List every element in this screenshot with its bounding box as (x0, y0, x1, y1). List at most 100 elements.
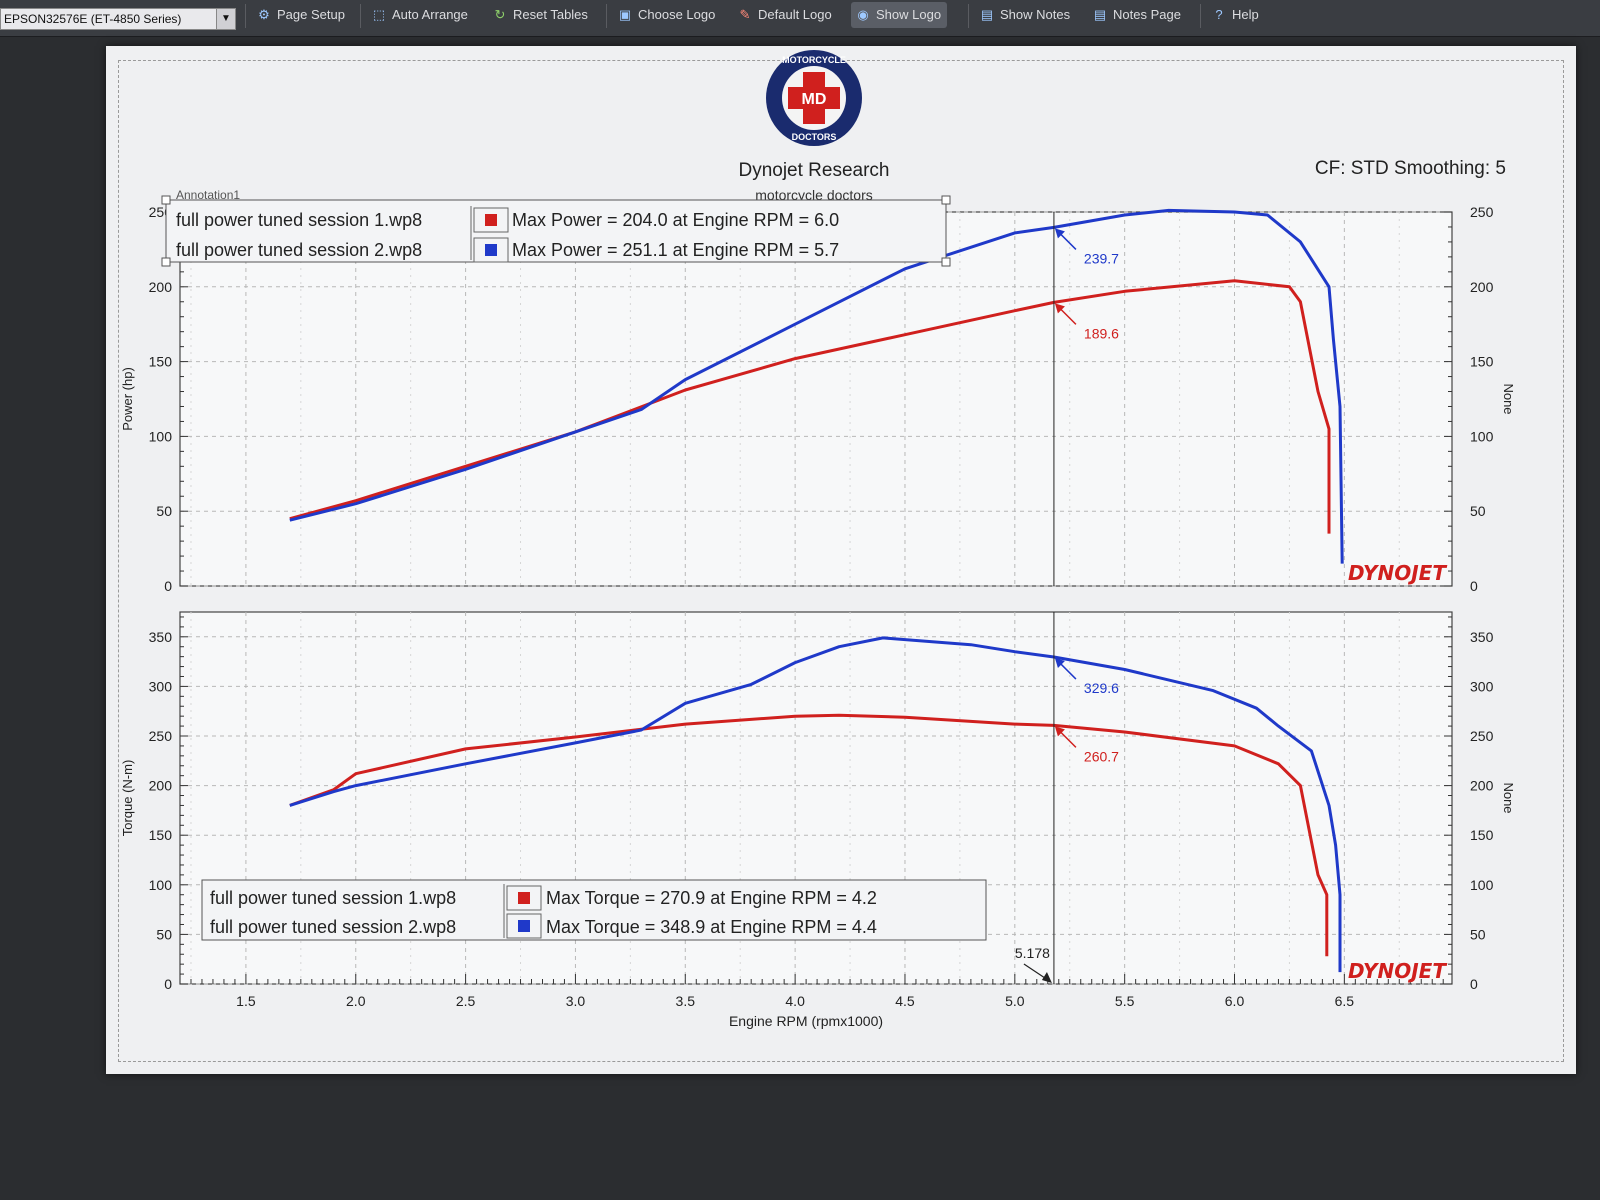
power-legend-max-2: Max Power = 251.1 at Engine RPM = 5.7 (512, 240, 839, 260)
cursor-arrowhead (1054, 303, 1065, 314)
page-setup-button[interactable]: ⚙ Page Setup (252, 2, 351, 28)
default-logo-button[interactable]: ✎ Default Logo (733, 2, 838, 28)
toolbar-separator (606, 4, 607, 28)
y-tick-label: 200 (149, 279, 173, 295)
y-tick-label-right: 200 (1470, 778, 1494, 794)
torque-y-axis-label: Torque (N-m) (120, 760, 135, 837)
auto-arrange-label: Auto Arrange (392, 7, 468, 22)
dynojet-brand-power-text: DYNOJET (1348, 561, 1447, 585)
y-tick-label: 0 (164, 976, 172, 992)
page-setup-icon: ⚙ (258, 7, 270, 22)
torque-series-group (289, 636, 1342, 973)
reset-tables-button[interactable]: ↻ Reset Tables (488, 2, 594, 28)
y-tick-label: 300 (149, 678, 173, 694)
printer-select[interactable]: EPSON32576E (ET-4850 Series) ▼ (0, 8, 236, 30)
torque-legend-file-1: full power tuned session 1.wp8 (210, 888, 456, 908)
reset-tables-icon: ↻ (494, 7, 506, 22)
y-tick-label: 0 (164, 578, 172, 594)
cursor-value-label: 260.7 (1084, 748, 1119, 764)
power-y-axis-label: Power (hp) (120, 367, 135, 431)
show-notes-label: Show Notes (1000, 7, 1071, 22)
resize-handle[interactable] (941, 195, 951, 205)
torque-cursor-labels: 260.7 329.6 (1023, 658, 1119, 983)
power-plot-area (179, 211, 1453, 587)
power-gridlines (180, 211, 1452, 587)
help-label: Help (1232, 7, 1259, 22)
y-tick-label-right: 100 (1470, 877, 1494, 893)
y-tick-label: 250 (149, 728, 173, 744)
md-logo: MD MOTORCYCLE DOCTORS (766, 50, 862, 146)
logo-bottom-text: DOCTORS (792, 132, 837, 142)
notes-page-button[interactable]: ▤ Notes Page (1088, 2, 1187, 28)
x-tick-label: 5.5 (1115, 993, 1135, 1009)
toolbar-separator (360, 4, 361, 28)
power-legend-max-1: Max Power = 204.0 at Engine RPM = 6.0 (512, 210, 839, 230)
x-tick-label: 5.0 (1005, 993, 1025, 1009)
dynojet-brand-torque-text: DYNOJET (1348, 959, 1447, 983)
help-button[interactable]: ? Help (1207, 2, 1265, 28)
notes-page-icon: ▤ (1093, 7, 1107, 22)
torque-left-axis: 0 50 100 150 200 250 300 350 (149, 616, 188, 992)
y-tick-label-right: 0 (1470, 976, 1478, 992)
legend-swatch-blue (518, 920, 530, 932)
notes-icon: ▤ (980, 7, 994, 22)
cursor-value-label: 189.6 (1084, 325, 1119, 341)
power-legend[interactable]: Annotation1 full power tuned session 1.w… (161, 188, 951, 267)
y-tick-label: 50 (156, 926, 172, 942)
resize-handle[interactable] (161, 195, 171, 205)
x-tick-label: 3.0 (566, 993, 586, 1009)
power-legend-file-1: full power tuned session 1.wp8 (176, 210, 422, 230)
x-tick-label: 4.0 (785, 993, 805, 1009)
y-tick-label: 100 (149, 428, 173, 444)
cursor-arrowhead (1054, 726, 1065, 737)
torque-legend-max-1: Max Torque = 270.9 at Engine RPM = 4.2 (546, 888, 877, 908)
x-tick-label: 2.0 (346, 993, 366, 1009)
power-legend-box (165, 199, 947, 263)
x-tick-label: 1.5 (236, 993, 256, 1009)
rpm-x-axis-label: Engine RPM (rpmx1000) (729, 1013, 883, 1029)
legend-swatch-red (518, 892, 530, 904)
eye-icon: ◉ (857, 7, 869, 22)
chevron-down-icon[interactable]: ▼ (216, 9, 235, 29)
x-tick-label: 6.5 (1335, 993, 1355, 1009)
y-tick-label-right: 200 (1470, 279, 1494, 295)
cursor-rpm-arrowhead (1041, 972, 1052, 983)
cursor-arrowhead (1054, 228, 1065, 239)
torque-right-axis: 0 50 100 150 200 250 300 350 (1444, 616, 1494, 992)
torque-right-axis-label: None (1501, 782, 1516, 813)
choose-logo-button[interactable]: ▣ Choose Logo (613, 2, 721, 28)
y-tick-label: 350 (149, 629, 173, 645)
y-tick-label-right: 250 (1470, 204, 1494, 220)
show-notes-button[interactable]: ▤ Show Notes (975, 2, 1076, 28)
power-cursor-labels: 189.6 239.7 (1054, 228, 1119, 341)
y-tick-label-right: 50 (1470, 926, 1486, 942)
y-tick-label-right: 350 (1470, 629, 1494, 645)
resize-handle[interactable] (161, 257, 171, 267)
report-title: Dynojet Research (738, 160, 889, 181)
torque-legend-max-2: Max Torque = 348.9 at Engine RPM = 4.4 (546, 917, 877, 937)
show-logo-button[interactable]: ◉ Show Logo (851, 2, 948, 28)
rpm-x-axis: 1.5 2.0 2.5 3.0 3.5 4.0 4.5 5.0 5.5 6.0 6.5 (190, 974, 1444, 1009)
x-tick-label: 6.0 (1225, 993, 1245, 1009)
cursor-arrowhead (1054, 658, 1065, 669)
reset-tables-label: Reset Tables (513, 7, 588, 22)
cursor-value-label: 239.7 (1084, 250, 1119, 266)
page-setup-label: Page Setup (277, 7, 345, 22)
report-sheet: MD MOTORCYCLE DOCTORS Dynojet Research m… (106, 46, 1576, 1074)
torque-chart: 0 50 100 150 200 250 300 350 0 50 100 150 200 250 300… (120, 611, 1516, 1029)
dyno-report-canvas: MD MOTORCYCLE DOCTORS Dynojet Research m… (120, 50, 1516, 1029)
annotation-label: Annotation1 (176, 188, 240, 202)
x-tick-label: 3.5 (676, 993, 696, 1009)
toolbar-separator (968, 4, 969, 28)
auto-arrange-button[interactable]: ⬚ Auto Arrange (367, 2, 474, 28)
power-right-axis: 0 50 100 150 200 250 (1444, 204, 1494, 594)
y-tick-label-right: 300 (1470, 678, 1494, 694)
torque-legend[interactable]: full power tuned session 1.wp8 full powe… (201, 879, 987, 941)
logo-top-text: MOTORCYCLE (782, 55, 846, 65)
y-tick-label: 50 (156, 503, 172, 519)
torque-series-1-line (289, 713, 1329, 957)
y-tick-label: 150 (149, 354, 173, 370)
choose-logo-icon: ▣ (618, 7, 632, 22)
resize-handle[interactable] (941, 257, 951, 267)
